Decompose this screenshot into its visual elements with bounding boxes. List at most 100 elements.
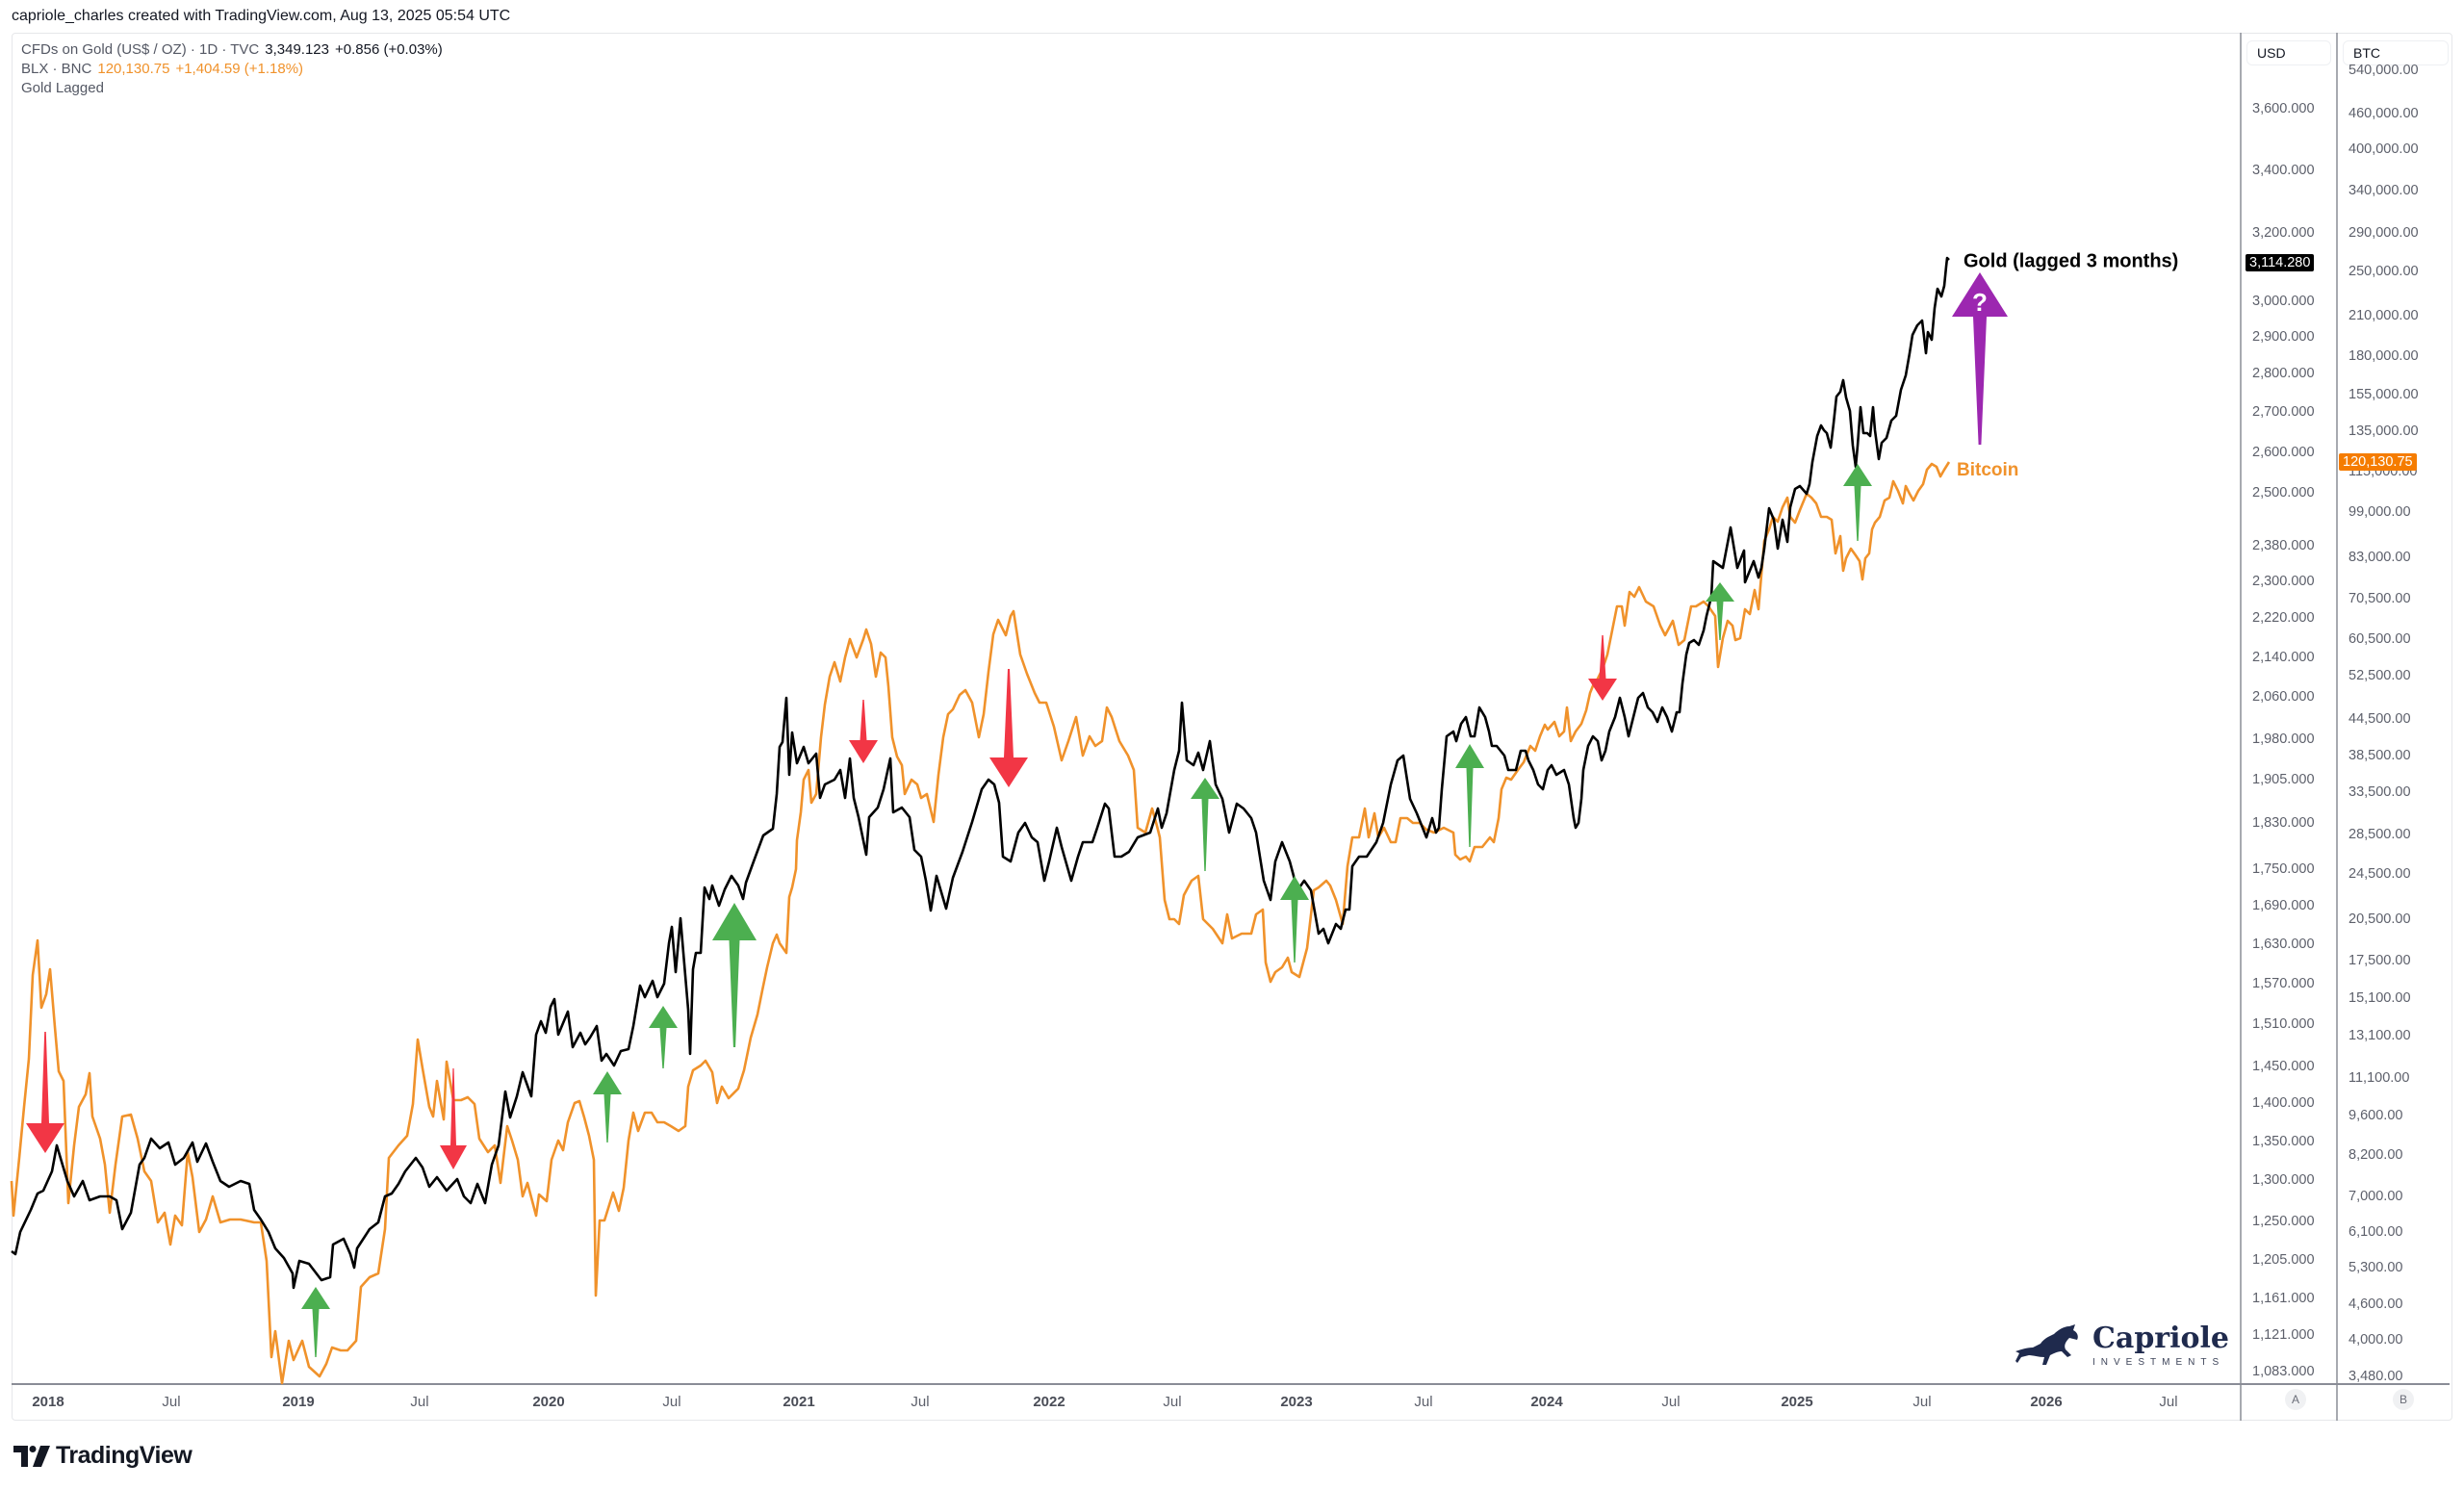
btc-last-price-badge: 120,130.75 [2339,453,2417,471]
usd-tick-label: 1,350.000 [2252,1134,2315,1149]
tradingview-wordmark: TradingView [56,1442,192,1469]
legend-gold[interactable]: CFDs on Gold (US$ / OZ) · 1D · TVC 3,349.… [21,40,443,60]
usd-tick-label: 1,205.000 [2252,1252,2315,1268]
btc-tick-label: 400,000.00 [2348,141,2419,157]
usd-tick-label: 2,800.000 [2252,366,2315,381]
usd-tick-label: 2,380.000 [2252,538,2315,553]
usd-tick-label: 1,250.000 [2252,1214,2315,1229]
up-arrow-icon [1191,778,1219,871]
btc-tick-label: 4,000.00 [2348,1332,2403,1348]
btc-tick-label: 460,000.00 [2348,106,2419,121]
legend-btc-name: BLX · BNC [21,61,92,77]
bitcoin-annotation-label: Bitcoin [1957,460,2019,480]
btc-tick-label: 5,300.00 [2348,1260,2403,1275]
usd-tick-label: 1,400.000 [2252,1095,2315,1111]
btc-tick-label: 60,500.00 [2348,631,2411,647]
usd-tick-label: 2,300.000 [2252,574,2315,589]
btc-tick-label: 180,000.00 [2348,348,2419,364]
time-tick-label: 2023 [1280,1394,1313,1410]
time-tick-label: 2018 [32,1394,64,1410]
btc-tick-label: 340,000.00 [2348,183,2419,198]
time-tick-label: 2021 [783,1394,815,1410]
usd-tick-label: 1,830.000 [2252,815,2315,831]
scale-button-b[interactable]: B [2393,1389,2414,1410]
btc-tick-label: 33,500.00 [2348,784,2411,800]
usd-tick-label: 1,083.000 [2252,1364,2315,1379]
btc-tick-label: 99,000.00 [2348,504,2411,520]
time-tick-label: Jul [662,1394,681,1410]
legend-indicator-name: Gold Lagged [21,80,104,96]
btc-tick-label: 210,000.00 [2348,308,2419,323]
gold-annotation-label: Gold (lagged 3 months) [1964,250,2179,272]
usd-tick-label: 1,450.000 [2252,1059,2315,1074]
time-tick-label: Jul [410,1394,429,1410]
up-arrow-icon [1952,272,2008,445]
usd-tick-label: 1,121.000 [2252,1327,2315,1343]
usd-axis-header[interactable]: USD [2246,40,2331,65]
capriole-name: Capriole [2092,1321,2229,1355]
usd-tick-label: 3,400.000 [2252,163,2315,178]
usd-tick-label: 2,700.000 [2252,404,2315,420]
btc-tick-label: 4,600.00 [2348,1296,2403,1312]
btc-tick-label: 38,500.00 [2348,748,2411,763]
btc-tick-label: 15,100.00 [2348,990,2411,1006]
chart-legend: CFDs on Gold (US$ / OZ) · 1D · TVC 3,349.… [21,40,443,98]
btc-tick-label: 8,200.00 [2348,1147,2403,1163]
usd-tick-label: 3,000.000 [2252,294,2315,309]
legend-btc[interactable]: BLX · BNC 120,130.75 +1,404.59 (+1.18%) [21,60,443,79]
scale-button-a[interactable]: A [2285,1389,2306,1410]
btc-tick-label: 3,480.00 [2348,1369,2403,1384]
usd-tick-label: 2,600.000 [2252,445,2315,460]
usd-tick-label: 2,220.000 [2252,610,2315,626]
down-arrow-icon [1588,635,1617,701]
btc-tick-label: 17,500.00 [2348,953,2411,968]
btc-tick-label: 6,100.00 [2348,1224,2403,1240]
btc-tick-label: 44,500.00 [2348,711,2411,727]
capriole-logo: Capriole INVESTMENTS [2012,1321,2229,1371]
legend-btc-change: +1,404.59 (+1.18%) [175,61,304,77]
usd-tick-label: 1,630.000 [2252,937,2315,952]
up-arrow-icon [712,903,757,1047]
btc-tick-label: 28,500.00 [2348,827,2411,842]
up-arrow-icon [301,1287,330,1357]
btc-tick-label: 290,000.00 [2348,225,2419,241]
usd-tick-label: 2,500.000 [2252,485,2315,501]
tradingview-logo-icon [13,1445,50,1467]
usd-tick-label: 1,905.000 [2252,772,2315,787]
legend-btc-value: 120,130.75 [97,61,170,77]
up-arrow-icon [1455,744,1484,847]
down-arrow-icon [440,1068,467,1169]
bitcoin-line[interactable] [10,461,1951,1385]
gold-lagged-line[interactable] [11,256,1950,1290]
usd-tick-label: 1,980.000 [2252,732,2315,747]
series-layer [10,256,1951,1385]
up-arrow-icon [593,1071,622,1142]
btc-axis-header[interactable]: BTC [2343,40,2449,65]
gold-last-price-badge: 3,114.280 [2246,254,2315,271]
tradingview-logo[interactable]: TradingView [13,1442,192,1470]
time-tick-label: 2025 [1781,1394,1813,1410]
time-tick-label: Jul [1414,1394,1433,1410]
usd-tick-label: 1,510.000 [2252,1016,2315,1032]
down-arrow-icon [989,669,1028,787]
time-tick-label: Jul [1661,1394,1681,1410]
time-tick-label: Jul [1912,1394,1932,1410]
usd-tick-label: 3,200.000 [2252,225,2315,241]
annotation-arrows: ? [26,272,2008,1357]
usd-tick-label: 3,600.000 [2252,101,2315,116]
btc-tick-label: 11,100.00 [2348,1070,2410,1086]
up-arrow-icon [1843,464,1872,541]
btc-tick-label: 83,000.00 [2348,550,2411,565]
btc-tick-label: 7,000.00 [2348,1189,2403,1204]
usd-tick-label: 1,300.000 [2252,1172,2315,1188]
btc-tick-label: 250,000.00 [2348,264,2419,279]
usd-tick-label: 2,900.000 [2252,329,2315,345]
time-tick-label: Jul [162,1394,181,1410]
time-tick-label: Jul [1163,1394,1182,1410]
legend-gold-change: +0.856 (+0.03%) [335,41,443,58]
time-tick-label: 2020 [532,1394,565,1410]
legend-indicator[interactable]: Gold Lagged [21,79,443,98]
time-tick-label: 2026 [2030,1394,2063,1410]
time-tick-label: Jul [911,1394,930,1410]
